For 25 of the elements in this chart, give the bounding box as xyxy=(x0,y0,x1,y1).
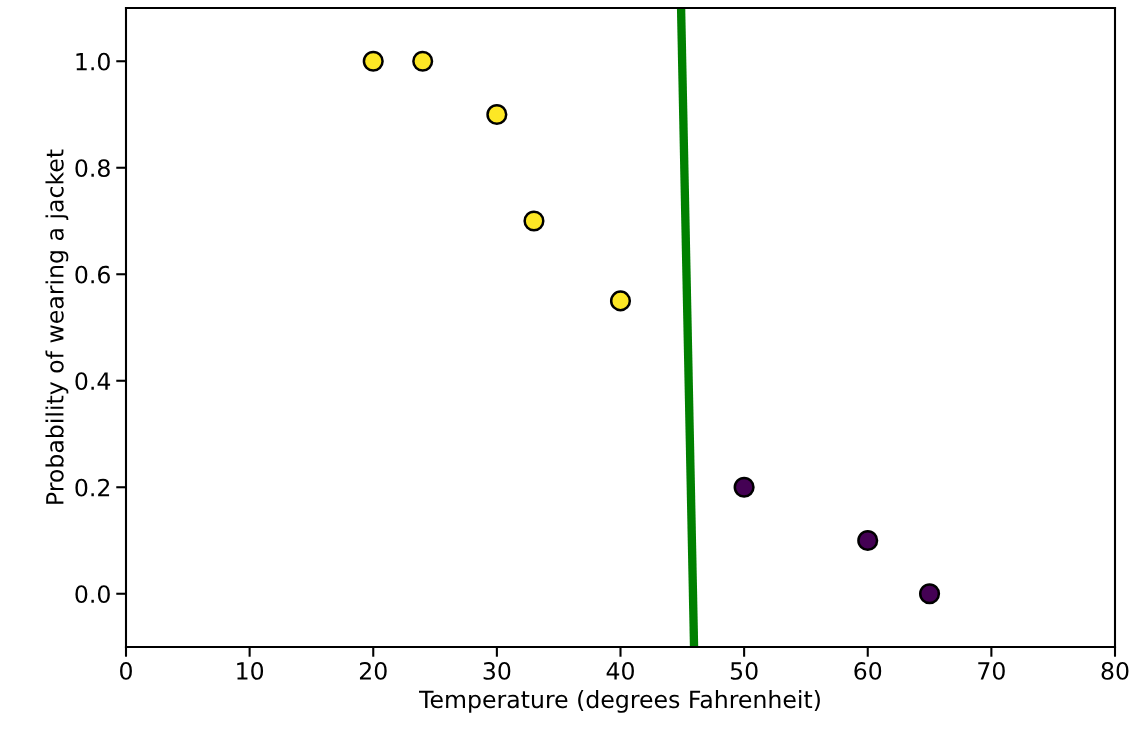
x-tick-label: 10 xyxy=(237,662,264,680)
y-tick-label: 0.2 xyxy=(75,478,110,497)
point xyxy=(486,103,508,126)
y-axis-title: Probability of wearing a jacket xyxy=(45,149,69,504)
x-tick-label: 30 xyxy=(483,662,511,680)
point xyxy=(733,476,755,498)
x-tick-label: 60 xyxy=(854,662,882,680)
point xyxy=(362,50,384,72)
point xyxy=(919,583,941,605)
point xyxy=(412,50,434,72)
y-tick-label: 0.8 xyxy=(75,159,110,178)
x-tick-label: 0 xyxy=(120,662,132,680)
y-tick-label: 1.0 xyxy=(76,52,110,71)
point xyxy=(523,210,545,232)
y-tick-label: 0.6 xyxy=(75,265,110,284)
x-tick-label: 40 xyxy=(606,662,634,680)
x-tick-label: 70 xyxy=(978,662,1005,680)
point xyxy=(857,529,879,552)
y-tick-label: 0.0 xyxy=(75,585,110,604)
y-tick-label: 0.4 xyxy=(75,372,111,391)
x-axis-title: Temperature (degrees Fahrenheit) xyxy=(419,689,820,713)
point xyxy=(609,290,632,312)
x-tick-label: 80 xyxy=(1101,662,1129,680)
x-tick-label: 20 xyxy=(359,662,387,680)
x-tick-label: 50 xyxy=(730,662,758,680)
